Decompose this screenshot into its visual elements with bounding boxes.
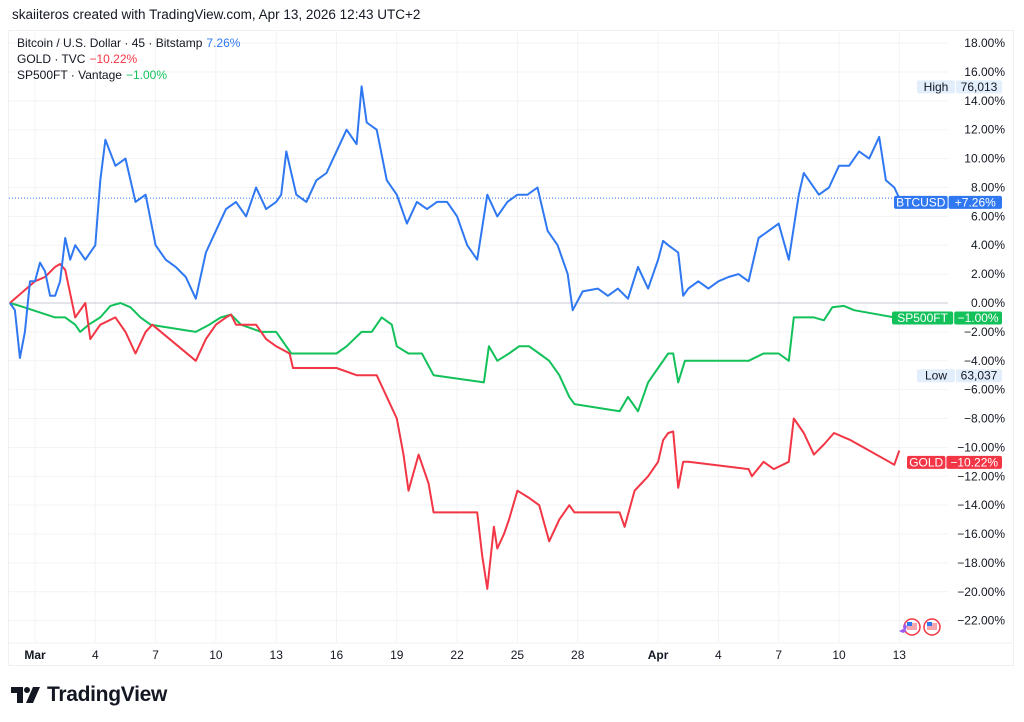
x-tick-label: 25 bbox=[511, 648, 525, 662]
sparkle-icon bbox=[899, 623, 907, 633]
x-tick-label: 16 bbox=[330, 648, 344, 662]
tradingview-logo-icon bbox=[11, 687, 40, 703]
high-label-bg bbox=[917, 80, 955, 94]
series-line-sp500ft bbox=[9, 302, 895, 413]
x-tick-label: 13 bbox=[270, 648, 284, 662]
legend-label: GOLD · TVC bbox=[17, 52, 86, 66]
flag-stripes bbox=[927, 623, 937, 630]
flag-stripes bbox=[907, 623, 917, 630]
y-tick-label: 14.00% bbox=[964, 94, 1005, 108]
y-tick-label: 6.00% bbox=[971, 209, 1005, 223]
y-tick-label: 18.00% bbox=[964, 36, 1005, 50]
x-tick-label: 4 bbox=[92, 648, 99, 662]
x-tick-label: 19 bbox=[390, 648, 404, 662]
x-tick-label: 7 bbox=[152, 648, 159, 662]
legend-value: 7.26% bbox=[206, 36, 241, 50]
badge-value-bg-btcusd bbox=[948, 195, 1002, 209]
y-tick-label: −12.00% bbox=[957, 469, 1005, 483]
low-value-bg bbox=[956, 369, 1002, 383]
y-tick-label: 2.00% bbox=[971, 267, 1005, 281]
badge-value-bg-sp500ft bbox=[954, 311, 1002, 325]
x-tick-label: 7 bbox=[775, 648, 782, 662]
badge-name-sp500ft: SP500FT bbox=[897, 311, 948, 325]
logo-text: TradingView bbox=[47, 683, 168, 706]
badge-name-bg-sp500ft bbox=[892, 311, 954, 325]
attribution-header: skaiiteros created with TradingView.com,… bbox=[12, 7, 421, 22]
y-tick-label: 0.00% bbox=[971, 296, 1005, 310]
low-label-bg bbox=[917, 369, 955, 383]
legend-item-btc[interactable]: Bitcoin / U.S. Dollar · 45 · Bitstamp 7.2… bbox=[17, 35, 240, 51]
x-tick-label: Mar bbox=[24, 648, 46, 662]
y-tick-label: 10.00% bbox=[964, 152, 1005, 166]
badge-value-bg-gold bbox=[946, 455, 1002, 469]
legend-item-gold[interactable]: GOLD · TVC −10.22% bbox=[17, 51, 240, 67]
high-value-bg bbox=[956, 80, 1002, 94]
y-tick-label: −18.00% bbox=[957, 556, 1005, 570]
low-label: Low bbox=[925, 369, 947, 383]
y-tick-label: −22.00% bbox=[957, 614, 1005, 628]
badge-name-gold: GOLD bbox=[909, 455, 943, 469]
x-tick-label: 28 bbox=[571, 648, 585, 662]
legend-label: SP500FT · Vantage bbox=[17, 68, 122, 82]
y-tick-label: −10.00% bbox=[957, 440, 1005, 454]
series-line-btcusd bbox=[9, 85, 901, 359]
badge-name-bg-btcusd bbox=[894, 195, 948, 209]
y-tick-label: −2.00% bbox=[964, 325, 1005, 339]
badge-value-btcusd: +7.26% bbox=[955, 195, 996, 209]
badge-name-bg-gold bbox=[907, 455, 946, 469]
legend-label: Bitcoin / U.S. Dollar · 45 · Bitstamp bbox=[17, 36, 203, 50]
y-tick-label: −16.00% bbox=[957, 527, 1005, 541]
y-tick-label: 4.00% bbox=[971, 238, 1005, 252]
badge-name-btcusd: BTCUSD bbox=[896, 195, 946, 209]
badge-value-sp500ft: −1.00% bbox=[958, 311, 999, 325]
badge-value-gold: −10.22% bbox=[950, 455, 998, 469]
y-tick-label: −4.00% bbox=[964, 354, 1005, 368]
flag-canton bbox=[927, 622, 932, 626]
x-tick-label: Apr bbox=[648, 648, 669, 662]
x-tick-label: 4 bbox=[715, 648, 722, 662]
y-tick-label: −8.00% bbox=[964, 412, 1005, 426]
legend: Bitcoin / U.S. Dollar · 45 · Bitstamp 7.2… bbox=[17, 35, 240, 83]
x-tick-label: 22 bbox=[450, 648, 464, 662]
x-tick-label: 13 bbox=[893, 648, 907, 662]
tradingview-logo[interactable]: TradingView bbox=[11, 683, 167, 707]
high-label: High bbox=[924, 80, 949, 94]
y-tick-label: −20.00% bbox=[957, 585, 1005, 599]
y-tick-label: 16.00% bbox=[964, 65, 1005, 79]
legend-item-sp500[interactable]: SP500FT · Vantage −1.00% bbox=[17, 67, 240, 83]
y-tick-label: 12.00% bbox=[964, 123, 1005, 137]
x-tick-label: 10 bbox=[832, 648, 846, 662]
series-line-gold bbox=[9, 263, 901, 590]
legend-value: −1.00% bbox=[125, 68, 167, 82]
x-tick-label: 10 bbox=[209, 648, 223, 662]
high-value: 76,013 bbox=[961, 80, 998, 94]
y-tick-label: −6.00% bbox=[964, 383, 1005, 397]
y-tick-label: −14.00% bbox=[957, 498, 1005, 512]
legend-value: −10.22% bbox=[89, 52, 138, 66]
y-tick-label: 8.00% bbox=[971, 180, 1005, 194]
chart-frame bbox=[8, 30, 1014, 666]
flag-canton bbox=[907, 622, 912, 626]
low-value: 63,037 bbox=[961, 369, 998, 383]
